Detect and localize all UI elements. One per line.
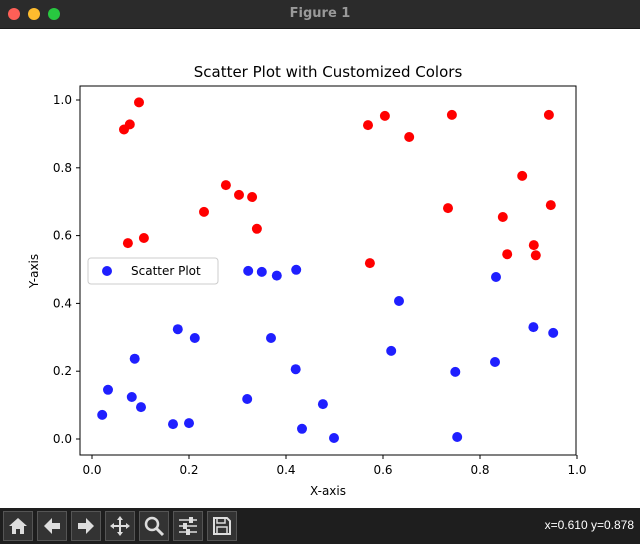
chart-title: Scatter Plot with Customized Colors: [194, 63, 463, 81]
close-window-button[interactable]: [8, 8, 20, 20]
arrow-left-icon: [44, 518, 60, 534]
magnifier-icon: [144, 516, 165, 537]
floppy-disk-icon: [213, 517, 231, 535]
x-tick-label: 1.0: [567, 463, 586, 477]
y-tick-label: 0.0: [53, 432, 72, 446]
data-point: [491, 272, 501, 282]
sliders-icon: [179, 517, 197, 535]
data-point: [290, 364, 301, 375]
data-point: [189, 333, 200, 343]
data-point: [138, 233, 149, 243]
data-point: [502, 249, 513, 260]
data-point: [220, 180, 231, 191]
data-point: [291, 264, 302, 275]
data-point: [97, 409, 108, 420]
window-title: Figure 1: [289, 6, 351, 21]
pan-button[interactable]: [105, 511, 135, 541]
x-tick-label: 0.4: [276, 463, 295, 477]
minimize-window-button[interactable]: [28, 8, 40, 20]
data-point: [243, 265, 254, 276]
data-point: [134, 97, 144, 108]
data-point: [528, 322, 539, 333]
data-point: [234, 189, 244, 200]
data-point: [490, 357, 500, 367]
legend: Scatter Plot: [87, 257, 219, 285]
y-axis-label: Y-axis: [27, 254, 41, 289]
home-button[interactable]: [3, 511, 33, 541]
data-point: [364, 258, 375, 269]
data-point: [379, 110, 390, 121]
back-button[interactable]: [37, 511, 67, 541]
figure-canvas[interactable]: Scatter Plot with Customized Colors 0.0 0…: [0, 29, 640, 508]
data-point: [386, 345, 397, 356]
data-point: [528, 240, 539, 251]
data-point: [126, 392, 137, 402]
data-point: [242, 394, 253, 404]
legend-label: Scatter Plot: [131, 264, 201, 278]
data-point: [122, 238, 133, 249]
data-point: [363, 120, 373, 131]
data-point: [543, 109, 554, 120]
y-tick-label: 1.0: [53, 93, 72, 107]
data-point: [450, 366, 461, 377]
y-tick-label: 0.4: [53, 296, 72, 310]
data-point: [184, 418, 194, 429]
data-point: [443, 203, 453, 214]
data-point: [199, 206, 209, 217]
x-axis-ticks: 0.0 0.2 0.4 0.6 0.8 1.0: [82, 455, 587, 477]
navigation-toolbar: x=0.610 y=0.878: [0, 508, 640, 544]
data-point: [452, 432, 463, 442]
data-point: [517, 170, 528, 181]
move-icon: [110, 516, 130, 536]
x-tick-label: 0.0: [82, 463, 101, 477]
x-tick-label: 0.8: [470, 463, 489, 477]
data-point: [404, 132, 415, 142]
data-point: [247, 192, 258, 202]
y-axis-ticks: 0.0 0.2 0.4 0.6 0.8 1.0: [53, 93, 80, 446]
data-point: [266, 333, 276, 343]
data-point: [446, 109, 457, 120]
data-point: [129, 353, 140, 364]
axes-frame: [79, 85, 577, 456]
legend-box: [87, 257, 219, 285]
data-point: [548, 327, 559, 338]
data-points: [97, 97, 559, 443]
data-point: [297, 423, 307, 434]
maximize-window-button[interactable]: [48, 8, 60, 20]
data-point: [329, 433, 339, 443]
configure-subplots-button[interactable]: [173, 511, 203, 541]
y-tick-label: 0.8: [53, 161, 72, 175]
scatter-chart: Scatter Plot with Customized Colors 0.0 0…: [27, 63, 587, 498]
data-point: [497, 212, 508, 222]
data-point: [172, 324, 183, 335]
y-tick-label: 0.6: [53, 229, 72, 243]
data-point: [530, 250, 541, 261]
data-point: [251, 223, 262, 234]
data-point: [168, 419, 178, 430]
data-point: [271, 270, 282, 281]
y-tick-label: 0.2: [53, 364, 72, 378]
data-point: [394, 296, 404, 306]
arrow-right-icon: [78, 518, 94, 534]
x-axis-label: X-axis: [310, 484, 346, 498]
data-point: [317, 399, 328, 410]
save-button[interactable]: [207, 511, 237, 541]
x-tick-label: 0.6: [373, 463, 392, 477]
data-point: [124, 119, 135, 130]
data-point: [136, 402, 146, 413]
data-point: [545, 200, 556, 211]
cursor-coordinates: x=0.610 y=0.878: [544, 518, 634, 532]
forward-button[interactable]: [71, 511, 101, 541]
window-titlebar: Figure 1: [0, 0, 640, 29]
home-icon: [9, 518, 27, 534]
zoom-button[interactable]: [139, 511, 169, 541]
data-point: [103, 384, 113, 395]
legend-marker: [102, 266, 112, 276]
x-tick-label: 0.2: [179, 463, 198, 477]
data-point: [256, 266, 267, 277]
